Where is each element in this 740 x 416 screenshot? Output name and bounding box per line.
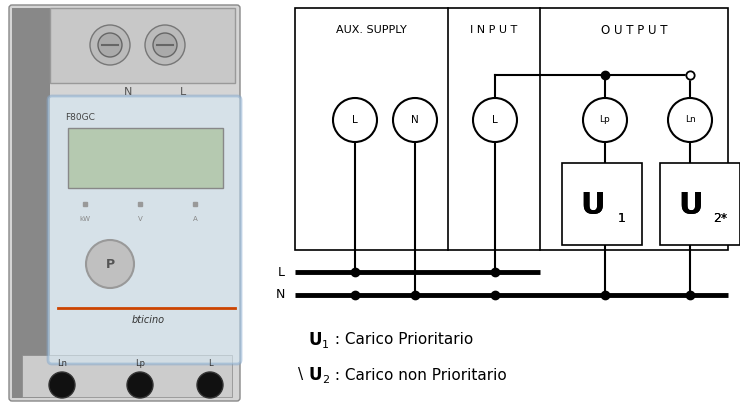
Text: 1: 1 (618, 212, 626, 225)
Text: \: \ (298, 367, 303, 382)
Circle shape (583, 98, 627, 142)
Text: Ln: Ln (684, 116, 696, 124)
Circle shape (86, 240, 134, 288)
Text: L: L (278, 265, 285, 278)
Text: 2*: 2* (713, 212, 727, 225)
Text: U: U (678, 191, 703, 220)
Text: U: U (308, 366, 321, 384)
Text: I N P U T: I N P U T (471, 25, 517, 35)
Text: 2*: 2* (713, 212, 727, 225)
Circle shape (668, 98, 712, 142)
Text: 2: 2 (322, 375, 329, 385)
Text: : Carico Prioritario: : Carico Prioritario (330, 332, 474, 347)
Text: : Carico non Prioritario: : Carico non Prioritario (330, 367, 507, 382)
Text: Lp: Lp (599, 116, 610, 124)
Bar (295, 8, 728, 250)
Circle shape (197, 372, 223, 398)
Circle shape (49, 372, 75, 398)
Bar (563, 164, 641, 244)
Text: N: N (275, 289, 285, 302)
Text: 1: 1 (322, 340, 329, 350)
Text: A: A (192, 216, 198, 222)
Text: 1: 1 (618, 212, 626, 225)
Text: bticino: bticino (132, 315, 164, 325)
Bar (562, 163, 642, 245)
Circle shape (393, 98, 437, 142)
Circle shape (333, 98, 377, 142)
Text: N: N (411, 115, 419, 125)
Text: F80GC: F80GC (65, 114, 95, 122)
Text: V: V (138, 216, 142, 222)
Text: U: U (678, 191, 703, 220)
Bar (50, 8, 235, 83)
Text: L: L (492, 115, 498, 125)
Text: kW: kW (79, 216, 90, 222)
Text: O U T P U T: O U T P U T (601, 23, 667, 37)
FancyBboxPatch shape (48, 96, 241, 364)
Circle shape (98, 33, 122, 57)
Circle shape (153, 33, 177, 57)
Bar (660, 163, 740, 245)
Text: U: U (580, 191, 605, 220)
Text: L: L (180, 87, 186, 97)
Bar (12, 8, 50, 398)
Text: Ln: Ln (57, 359, 67, 367)
Text: U: U (580, 191, 605, 220)
Text: L: L (208, 359, 212, 367)
Bar (68, 128, 223, 188)
Text: AUX. SUPPLY: AUX. SUPPLY (336, 25, 407, 35)
Text: P: P (105, 258, 115, 270)
Text: N: N (124, 87, 132, 97)
Bar (22, 355, 232, 397)
FancyBboxPatch shape (9, 5, 240, 401)
Bar (661, 164, 739, 244)
Circle shape (127, 372, 153, 398)
Text: L: L (352, 115, 358, 125)
Circle shape (145, 25, 185, 65)
Text: U: U (308, 331, 321, 349)
Circle shape (90, 25, 130, 65)
Text: Lp: Lp (135, 359, 145, 367)
Circle shape (473, 98, 517, 142)
